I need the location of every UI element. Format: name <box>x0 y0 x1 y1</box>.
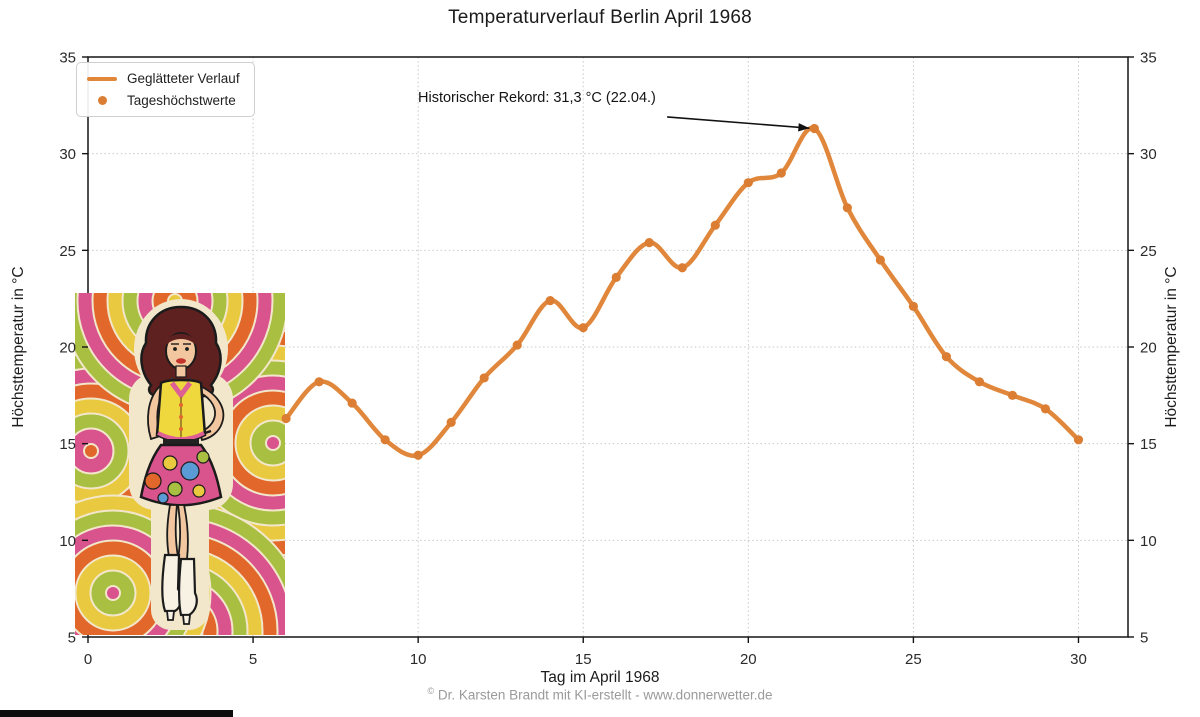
legend-dot-swatch-wrap <box>87 96 117 105</box>
svg-text:30: 30 <box>59 146 76 163</box>
temperature-series <box>281 123 1084 460</box>
line-swatch-icon <box>87 76 117 81</box>
legend: Geglätteter Verlauf Tageshöchstwerte <box>76 62 255 117</box>
svg-text:20: 20 <box>740 651 757 668</box>
svg-text:25: 25 <box>905 651 922 668</box>
legend-item-daily-max: Tageshöchstwerte <box>87 93 240 108</box>
svg-text:35: 35 <box>59 50 76 67</box>
svg-text:10: 10 <box>59 533 76 550</box>
svg-text:15: 15 <box>1140 436 1157 453</box>
legend-item-smoothed: Geglätteter Verlauf <box>87 71 240 86</box>
y-axis-label-left: Höchsttemperatur in °C <box>10 266 27 428</box>
pop-art-woman-figure <box>129 299 233 630</box>
svg-text:30: 30 <box>1140 146 1157 163</box>
svg-text:10: 10 <box>1140 533 1157 550</box>
svg-text:25: 25 <box>1140 243 1157 260</box>
svg-text:15: 15 <box>575 651 592 668</box>
svg-text:0: 0 <box>84 651 92 668</box>
svg-text:5: 5 <box>1140 630 1148 647</box>
right-boot <box>178 557 198 617</box>
svg-text:25: 25 <box>59 243 76 260</box>
svg-text:20: 20 <box>1140 340 1157 357</box>
copyright-icon: © <box>427 686 435 696</box>
left-leg <box>166 504 180 558</box>
svg-text:5: 5 <box>68 630 76 647</box>
svg-text:5: 5 <box>249 651 257 668</box>
legend-label-smoothed: Geglätteter Verlauf <box>127 71 240 86</box>
y-axis-label-right: Höchsttemperatur in °C <box>1163 266 1180 428</box>
legend-line-swatch-wrap <box>87 76 117 81</box>
svg-text:10: 10 <box>410 651 427 668</box>
annotation-arrow <box>667 116 810 132</box>
dot-swatch-icon <box>97 96 107 105</box>
svg-text:30: 30 <box>1070 651 1087 668</box>
chart-title: Temperaturverlauf Berlin April 1968 <box>448 7 752 28</box>
svg-text:35: 35 <box>1140 50 1157 67</box>
lips <box>176 358 186 364</box>
credit-text: Dr. Karsten Brandt mit KI-erstellt - www… <box>437 687 773 703</box>
psychedelic-inset-image <box>75 293 285 635</box>
necklace <box>170 377 192 383</box>
svg-text:15: 15 <box>59 436 76 453</box>
source-credit: © Dr. Karsten Brandt mit KI-erstellt - w… <box>0 686 1200 703</box>
x-axis-label: Tag im April 1968 <box>540 669 660 686</box>
svg-text:20: 20 <box>59 340 76 357</box>
legend-label-daily-max: Tageshöchstwerte <box>127 93 236 108</box>
record-annotation-text: Historischer Rekord: 31,3 °C (22.04.) <box>418 90 656 106</box>
bottom-left-black-bar <box>0 710 233 717</box>
